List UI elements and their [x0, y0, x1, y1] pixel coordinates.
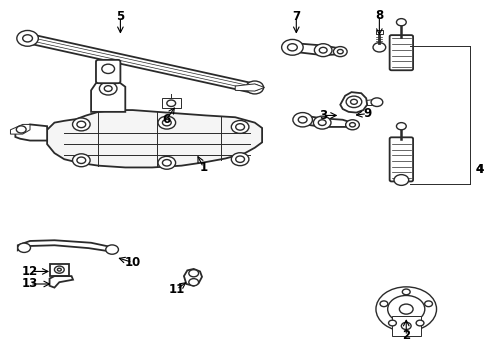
FancyBboxPatch shape: [376, 30, 383, 34]
Circle shape: [167, 100, 175, 107]
Circle shape: [315, 44, 332, 57]
Circle shape: [162, 159, 171, 166]
Text: 12: 12: [22, 265, 38, 278]
Circle shape: [158, 116, 175, 129]
Circle shape: [396, 123, 406, 130]
FancyBboxPatch shape: [392, 316, 421, 336]
Circle shape: [231, 121, 249, 134]
Polygon shape: [293, 43, 340, 55]
Circle shape: [394, 175, 409, 185]
Polygon shape: [91, 80, 125, 112]
Circle shape: [104, 86, 112, 91]
Circle shape: [99, 82, 117, 95]
Circle shape: [314, 116, 331, 129]
Polygon shape: [235, 84, 265, 91]
Text: 8: 8: [375, 9, 384, 22]
FancyBboxPatch shape: [49, 264, 69, 276]
Polygon shape: [18, 240, 113, 252]
Circle shape: [246, 81, 264, 94]
Circle shape: [77, 121, 86, 128]
Circle shape: [158, 156, 175, 169]
Circle shape: [399, 304, 413, 314]
Text: 10: 10: [124, 256, 141, 269]
Text: 3: 3: [319, 109, 327, 122]
Circle shape: [16, 126, 26, 133]
Circle shape: [350, 99, 357, 104]
Text: 6: 6: [163, 113, 171, 126]
Circle shape: [346, 96, 362, 108]
Text: 5: 5: [116, 10, 124, 23]
Circle shape: [106, 245, 119, 254]
Circle shape: [388, 296, 425, 323]
Polygon shape: [49, 276, 73, 288]
Text: 4: 4: [475, 163, 484, 176]
Circle shape: [54, 266, 64, 273]
Circle shape: [402, 289, 410, 295]
Circle shape: [251, 85, 259, 90]
Circle shape: [345, 120, 359, 130]
Circle shape: [319, 47, 327, 53]
Circle shape: [189, 279, 198, 286]
Circle shape: [231, 153, 249, 166]
Text: 11: 11: [169, 283, 185, 296]
Circle shape: [371, 98, 383, 107]
FancyBboxPatch shape: [390, 35, 413, 70]
Circle shape: [57, 268, 61, 271]
Circle shape: [77, 157, 86, 163]
Circle shape: [376, 287, 437, 331]
Circle shape: [23, 35, 32, 42]
Text: 1: 1: [199, 161, 208, 174]
Circle shape: [162, 120, 171, 126]
Circle shape: [18, 243, 30, 252]
Circle shape: [389, 320, 396, 326]
Circle shape: [288, 44, 297, 51]
Circle shape: [236, 156, 245, 162]
Text: 9: 9: [363, 107, 371, 120]
Circle shape: [282, 40, 303, 55]
Circle shape: [298, 117, 307, 123]
Polygon shape: [15, 125, 47, 140]
Circle shape: [333, 46, 347, 57]
Polygon shape: [10, 125, 30, 134]
Polygon shape: [26, 34, 257, 93]
Circle shape: [293, 113, 313, 127]
Circle shape: [236, 124, 245, 130]
FancyBboxPatch shape: [390, 137, 413, 181]
Polygon shape: [184, 269, 202, 286]
FancyBboxPatch shape: [96, 60, 121, 83]
Circle shape: [349, 123, 355, 127]
Polygon shape: [303, 116, 351, 127]
Circle shape: [337, 49, 343, 54]
Circle shape: [416, 320, 424, 326]
Circle shape: [17, 31, 38, 46]
Text: 7: 7: [292, 10, 300, 23]
Circle shape: [73, 154, 90, 167]
Circle shape: [401, 322, 411, 329]
Circle shape: [425, 301, 433, 307]
Circle shape: [396, 19, 406, 26]
Polygon shape: [47, 110, 262, 167]
Text: 2: 2: [402, 329, 410, 342]
Circle shape: [73, 118, 90, 131]
Text: 13: 13: [22, 278, 38, 291]
Circle shape: [318, 120, 326, 126]
Circle shape: [189, 270, 198, 277]
Circle shape: [102, 64, 115, 73]
Text: 4: 4: [475, 163, 484, 176]
Circle shape: [373, 42, 386, 52]
Circle shape: [380, 301, 388, 307]
Polygon shape: [340, 92, 367, 113]
FancyBboxPatch shape: [162, 98, 180, 108]
